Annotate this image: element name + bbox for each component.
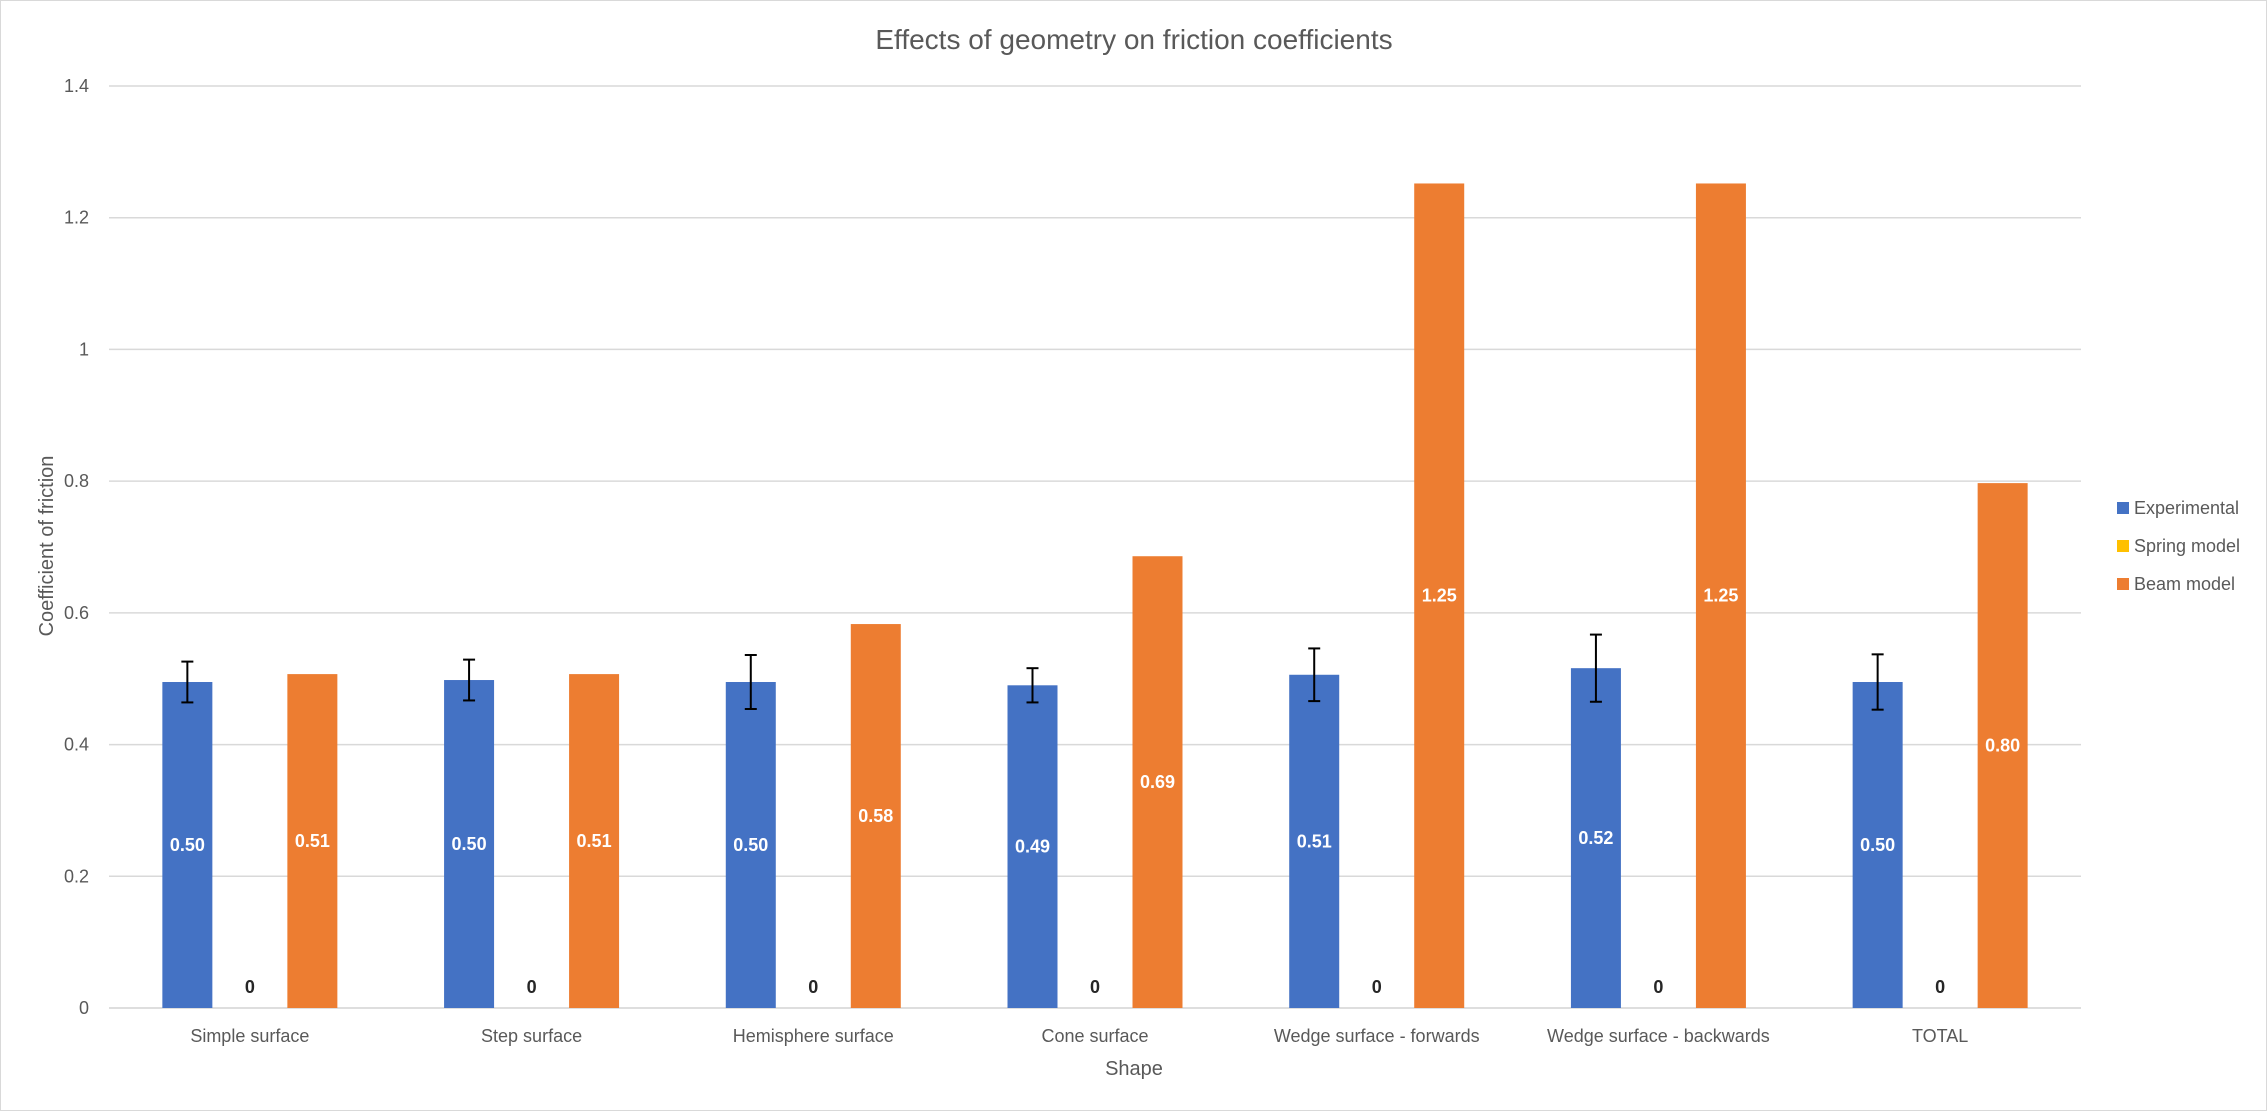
y-tick-label: 1 bbox=[79, 339, 89, 359]
bar-experimental bbox=[162, 682, 213, 1008]
data-label: 0.49 bbox=[1015, 837, 1050, 857]
y-tick-label: 0.8 bbox=[64, 471, 89, 491]
bar-experimental bbox=[444, 680, 495, 1008]
bar-beam-model bbox=[1695, 183, 1746, 1008]
y-tick-labels: 0 0.2 0.4 0.6 0.8 1 1.2 1.4 bbox=[64, 76, 89, 1018]
y-tick-label: 1.4 bbox=[64, 76, 89, 96]
x-tick-labels: Simple surface Step surface Hemisphere sur… bbox=[190, 1026, 1968, 1046]
y-tick-label: 0 bbox=[79, 998, 89, 1018]
legend-swatch bbox=[2117, 502, 2129, 514]
bars bbox=[162, 183, 2028, 1009]
data-label: 0.58 bbox=[858, 806, 893, 826]
data-label: 1.25 bbox=[1703, 586, 1738, 606]
data-label: 0.51 bbox=[1297, 831, 1332, 851]
x-tick-label: Cone surface bbox=[1041, 1026, 1148, 1046]
y-tick-label: 1.2 bbox=[64, 208, 89, 228]
chart-title: Effects of geometry on friction coeffici… bbox=[875, 24, 1392, 55]
bar-experimental bbox=[1007, 685, 1058, 1008]
x-tick-label: Hemisphere surface bbox=[733, 1026, 894, 1046]
data-label: 0 bbox=[1653, 977, 1663, 997]
legend-swatch bbox=[2117, 578, 2129, 590]
legend-entry: Beam model bbox=[2134, 574, 2235, 594]
data-label: 0.50 bbox=[1860, 835, 1895, 855]
error-bars bbox=[181, 633, 1884, 711]
y-tick-label: 0.6 bbox=[64, 603, 89, 623]
grid-lines bbox=[109, 85, 2081, 1009]
data-label: 0 bbox=[1090, 977, 1100, 997]
bar-beam-model bbox=[569, 674, 620, 1008]
y-tick-label: 0.4 bbox=[64, 735, 89, 755]
bar-experimental bbox=[725, 682, 776, 1008]
x-tick-label: Simple surface bbox=[190, 1026, 309, 1046]
bar-experimental bbox=[1570, 668, 1621, 1008]
data-label: 0.51 bbox=[577, 831, 612, 851]
data-label: 0.50 bbox=[733, 835, 768, 855]
legend-swatch bbox=[2117, 540, 2129, 552]
y-tick-label: 0.2 bbox=[64, 866, 89, 886]
bar-experimental bbox=[1289, 674, 1340, 1008]
x-tick-label: Wedge surface - backwards bbox=[1547, 1026, 1770, 1046]
data-label: 0 bbox=[527, 977, 537, 997]
data-label: 0.52 bbox=[1578, 828, 1613, 848]
data-label: 0 bbox=[1372, 977, 1382, 997]
data-label: 0.50 bbox=[452, 834, 487, 854]
bar-beam-model bbox=[1414, 183, 1465, 1008]
x-axis-title: Shape bbox=[1105, 1058, 1163, 1080]
data-label: 0 bbox=[808, 977, 818, 997]
x-tick-label: TOTAL bbox=[1912, 1026, 1968, 1046]
bar-experimental bbox=[1852, 682, 1903, 1008]
legend-entry: Spring model bbox=[2134, 536, 2240, 556]
x-tick-label: Step surface bbox=[481, 1026, 582, 1046]
data-label: 1.25 bbox=[1422, 586, 1457, 606]
data-label: 0.51 bbox=[295, 831, 330, 851]
data-label: 0.50 bbox=[170, 835, 205, 855]
bar-beam-model bbox=[1977, 483, 2028, 1009]
y-axis-title: Coefficient of friction bbox=[36, 456, 58, 637]
data-label: 0 bbox=[245, 977, 255, 997]
data-labels: 0.50 0 0.51 0.50 0 0.51 0.50 0 0.58 0.49 0 0.69 0.51… bbox=[170, 586, 2020, 997]
data-label: 0.80 bbox=[1985, 736, 2020, 756]
data-label: 0.69 bbox=[1140, 772, 1175, 792]
x-tick-label: Wedge surface - forwards bbox=[1274, 1026, 1480, 1046]
data-label: 0 bbox=[1935, 977, 1945, 997]
bar-beam-model bbox=[850, 624, 901, 1008]
bar-beam-model bbox=[1132, 556, 1183, 1008]
legend-entry: Experimental bbox=[2134, 498, 2239, 518]
bar-beam-model bbox=[287, 674, 338, 1008]
legend: Experimental Spring model Beam model bbox=[2117, 498, 2240, 594]
